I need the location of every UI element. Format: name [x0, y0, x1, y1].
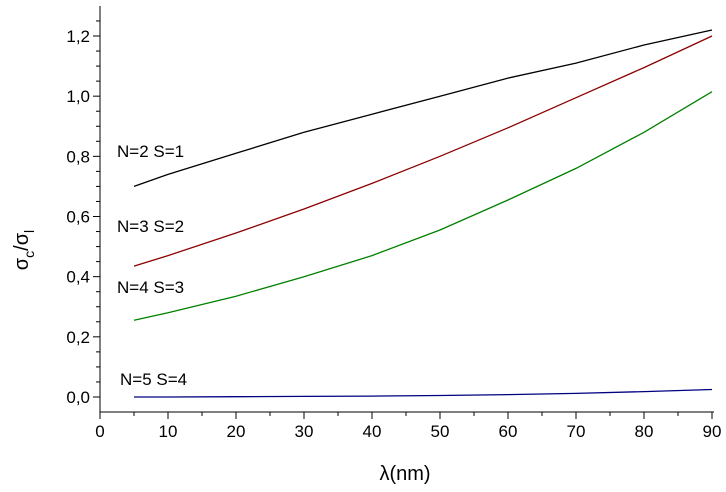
y-tick-label: 0,2	[66, 328, 90, 347]
series-labels: N=2 S=1 N=3 S=2 N=4 S=3 N=5 S=4	[117, 142, 187, 389]
series-label-2: N=3 S=2	[117, 217, 184, 236]
series-label-3: N=4 S=3	[117, 278, 184, 297]
series-line-4	[134, 388, 713, 398]
y-tick-label: 1,2	[66, 27, 90, 46]
series-label-1: N=2 S=1	[117, 142, 184, 161]
y-tick-label: 0,0	[66, 388, 90, 407]
series-line-2	[133, 35, 713, 267]
series-line-1	[133, 29, 713, 188]
x-tick-label: 40	[363, 422, 382, 441]
x-tick-label: 90	[703, 422, 722, 441]
svg-text:σc/σl: σc/σl	[11, 230, 37, 270]
y-axis-title: σc/σl	[11, 230, 37, 270]
x-tick-label: 0	[95, 422, 104, 441]
y-tick-label: 0,6	[66, 208, 90, 227]
x-tick-label: 60	[499, 422, 518, 441]
x-axis-title: λ(nm)	[379, 463, 430, 485]
axes: 0 10 20 30 40 50 60 70 80 90 0,0 0,2 0,4 0,6 0,8 1,0 1,2	[66, 6, 721, 441]
x-tick-label: 20	[227, 422, 246, 441]
x-tick-label: 80	[635, 422, 654, 441]
x-tick-label: 70	[567, 422, 586, 441]
y-axis-title-sub-l: l	[21, 230, 37, 233]
y-tick-label: 0,8	[66, 147, 90, 166]
series-group	[133, 29, 713, 398]
y-axis-title-sub-c: c	[21, 251, 37, 258]
x-tick-label: 10	[159, 422, 178, 441]
x-tick-label: 50	[431, 422, 450, 441]
y-axis-title-sigma2: σ	[11, 232, 33, 245]
y-tick-label: 1,0	[66, 87, 90, 106]
series-line-3	[133, 91, 713, 321]
y-axis-title-slash: /	[11, 245, 33, 251]
y-axis-title-sigma: σ	[11, 257, 33, 270]
series-label-4: N=5 S=4	[120, 370, 187, 389]
x-tick-label: 30	[295, 422, 314, 441]
y-tick-label: 0,4	[66, 268, 90, 287]
